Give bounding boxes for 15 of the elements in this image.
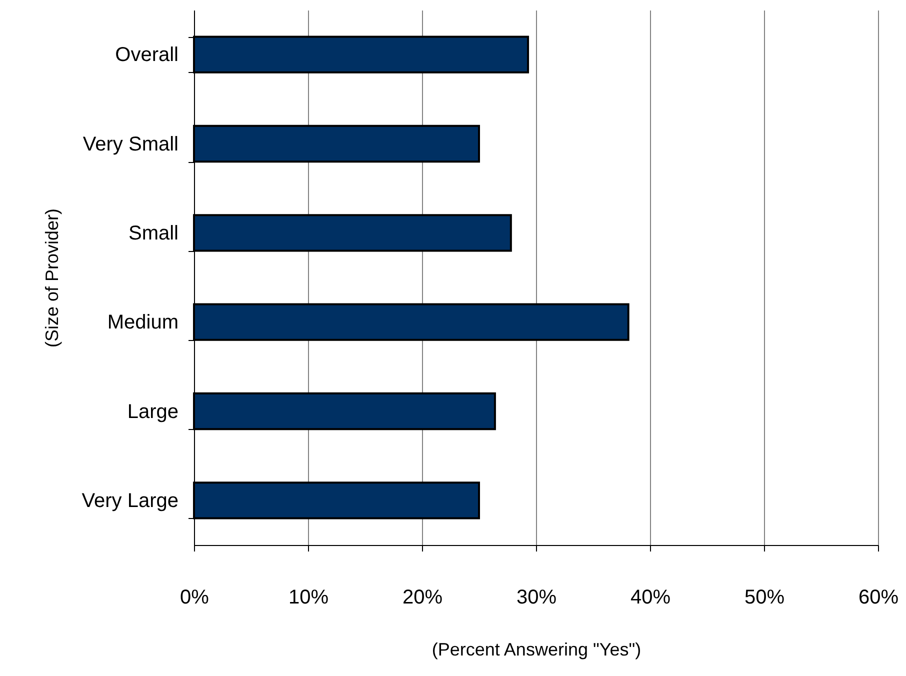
y-tick-label: Overall	[115, 44, 178, 66]
y-tick-label: Very Large	[82, 490, 178, 512]
x-axis-title: (Percent Answering "Yes")	[432, 640, 642, 660]
x-tick-label: 0%	[180, 586, 210, 608]
x-tick-label: 60%	[858, 586, 899, 608]
y-axis-title: (Size of Provider)	[42, 208, 62, 348]
x-tick-label: 50%	[744, 586, 785, 608]
y-tick-label: Large	[127, 400, 178, 423]
y-tick-label: Small	[128, 222, 178, 244]
x-tick-label: 40%	[630, 586, 671, 608]
x-tick-label: 20%	[402, 586, 443, 608]
x-tick-label: 10%	[288, 586, 329, 608]
y-tick-label: Medium	[107, 312, 178, 334]
x-tick-label: 30%	[516, 586, 557, 608]
y-tick-label: Very Small	[82, 133, 178, 156]
